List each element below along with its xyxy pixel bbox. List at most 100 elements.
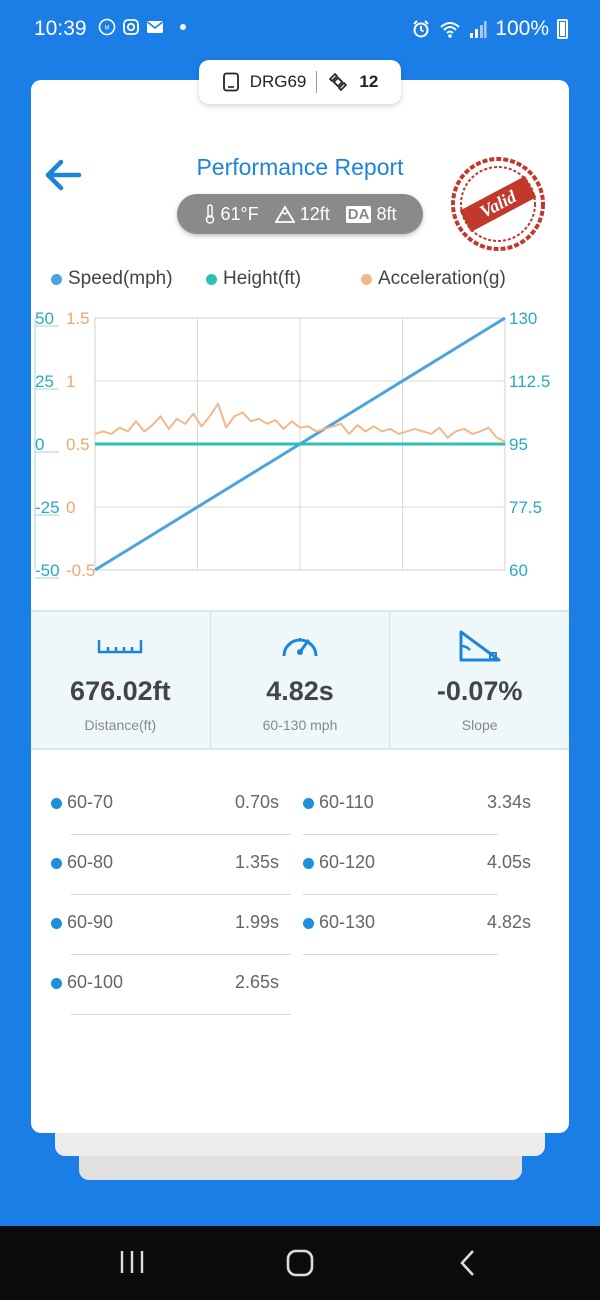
- split-bullet: [51, 918, 62, 929]
- stat-slope: -0.07% Slope: [389, 612, 569, 748]
- stat-time: 4.82s 60-130 mph: [209, 612, 390, 748]
- speedometer-icon: [282, 638, 318, 657]
- legend-swatch: [206, 273, 217, 285]
- legend-speed[interactable]: Speed(mph): [51, 268, 201, 290]
- messenger-icon: M: [98, 18, 116, 36]
- temperature-value: 61°F: [220, 203, 259, 224]
- split-item: 60-110 3.34s: [283, 775, 553, 835]
- split-time: 0.70s: [235, 792, 280, 812]
- status-bar: 10:39 M 100%: [0, 0, 600, 58]
- slope-icon: [459, 630, 501, 662]
- split-bullet: [51, 978, 62, 989]
- speed-tick-label: 77.5: [509, 498, 542, 517]
- summary-stats: 676.02ft Distance(ft) 4.82s 60-130 mph -…: [31, 610, 569, 750]
- legend-swatch: [361, 273, 372, 285]
- stat-value: 4.82s: [266, 676, 334, 706]
- alarm-icon: [413, 20, 429, 38]
- split-item: 60-100 2.65s: [31, 955, 291, 1015]
- mountain-icon: [274, 205, 295, 223]
- accel-tick-label: 0: [66, 498, 75, 517]
- split-divider: [71, 834, 291, 835]
- stat-label: Distance(ft): [84, 717, 157, 733]
- height-tick-label: 50: [35, 309, 54, 328]
- density-altitude-value: 8ft: [376, 203, 397, 224]
- legend-height[interactable]: Height(ft): [206, 268, 361, 290]
- split-bullet: [303, 798, 314, 809]
- status-time: 10:39: [34, 17, 87, 40]
- split-range: 60-120: [319, 852, 376, 872]
- altitude-value: 12ft: [299, 203, 330, 224]
- stat-value: -0.07%: [436, 676, 523, 706]
- split-range: 60-130: [319, 912, 376, 932]
- split-bullet: [303, 858, 314, 869]
- split-time: 4.82s: [487, 912, 532, 932]
- height-tick-label: -50: [35, 561, 60, 580]
- wifi-icon: [440, 22, 460, 38]
- split-range: 60-110: [319, 792, 374, 812]
- speed-tick-label: 95: [509, 435, 528, 454]
- split-time: 1.35s: [235, 852, 280, 872]
- split-item: 60-130 4.82s: [283, 895, 553, 955]
- mail-icon: [147, 21, 163, 33]
- instagram-icon: [123, 19, 139, 35]
- split-bullet: [51, 798, 62, 809]
- accel-tick-label: 1.5: [66, 309, 90, 328]
- battery-icon: [557, 19, 568, 39]
- recent-apps-icon[interactable]: [118, 1248, 146, 1276]
- legend-label: Speed(mph): [68, 268, 173, 289]
- split-range: 60-70: [67, 792, 114, 812]
- split-divider: [303, 954, 498, 955]
- height-tick-label: 0: [35, 435, 44, 454]
- performance-report-card: Performance Report 61°F 12ft DA 8ft Vali…: [31, 80, 569, 1133]
- notification-dot-icon: [180, 24, 186, 30]
- temperature-item: 61°F: [204, 204, 259, 225]
- legend-swatch: [51, 273, 62, 285]
- split-divider: [303, 894, 498, 895]
- back-arrow-icon[interactable]: [41, 155, 85, 195]
- split-divider: [71, 894, 291, 895]
- split-item: 60-90 1.99s: [31, 895, 291, 955]
- split-time: 2.65s: [235, 972, 280, 992]
- height-tick-label: 25: [35, 372, 54, 391]
- conditions-pill: 61°F 12ft DA 8ft: [177, 194, 423, 234]
- legend-acceleration[interactable]: Acceleration(g): [361, 268, 506, 290]
- accel-tick-label: -0.5: [66, 561, 95, 580]
- legend-label: Height(ft): [223, 268, 302, 289]
- split-bullet: [303, 918, 314, 929]
- stat-label: Slope: [461, 717, 498, 733]
- stat-label: 60-130 mph: [262, 717, 338, 733]
- speed-tick-label: 112.5: [509, 372, 550, 391]
- da-badge: DA: [345, 205, 372, 223]
- split-range: 60-80: [67, 852, 114, 872]
- system-icons: 100%: [411, 17, 568, 41]
- stat-distance: 676.02ft Distance(ft): [31, 612, 210, 748]
- speed-tick-label: 130: [509, 309, 537, 328]
- page-title: Performance Report: [196, 154, 404, 180]
- split-time: 3.34s: [487, 792, 532, 812]
- accel-tick-label: 1: [66, 372, 75, 391]
- accel-tick-label: 0.5: [66, 435, 90, 454]
- battery-percent: 100%: [495, 17, 549, 40]
- split-divider: [71, 954, 291, 955]
- device-pill[interactable]: DRG69 12: [199, 60, 401, 104]
- device-icon: [222, 72, 239, 92]
- home-icon[interactable]: [285, 1248, 315, 1278]
- split-bullet: [51, 858, 62, 869]
- divider: [316, 71, 318, 93]
- split-item: 60-120 4.05s: [283, 835, 553, 895]
- split-item: 60-80 1.35s: [31, 835, 291, 895]
- speed-tick-label: 60: [509, 561, 528, 580]
- notification-icons: M: [98, 18, 186, 36]
- signal-icon: [470, 21, 487, 38]
- legend-label: Acceleration(g): [378, 268, 506, 289]
- series-line-accel: [94, 402, 506, 443]
- back-nav-icon[interactable]: [458, 1248, 478, 1278]
- split-divider: [71, 1014, 291, 1015]
- thermometer-icon: [205, 204, 214, 224]
- split-time: 4.05s: [487, 852, 532, 872]
- density-altitude-item: DA 8ft: [345, 203, 397, 225]
- split-range: 60-100: [67, 972, 124, 992]
- device-name: DRG69: [249, 72, 307, 91]
- ruler-icon: [98, 640, 143, 654]
- split-time: 1.99s: [235, 912, 280, 932]
